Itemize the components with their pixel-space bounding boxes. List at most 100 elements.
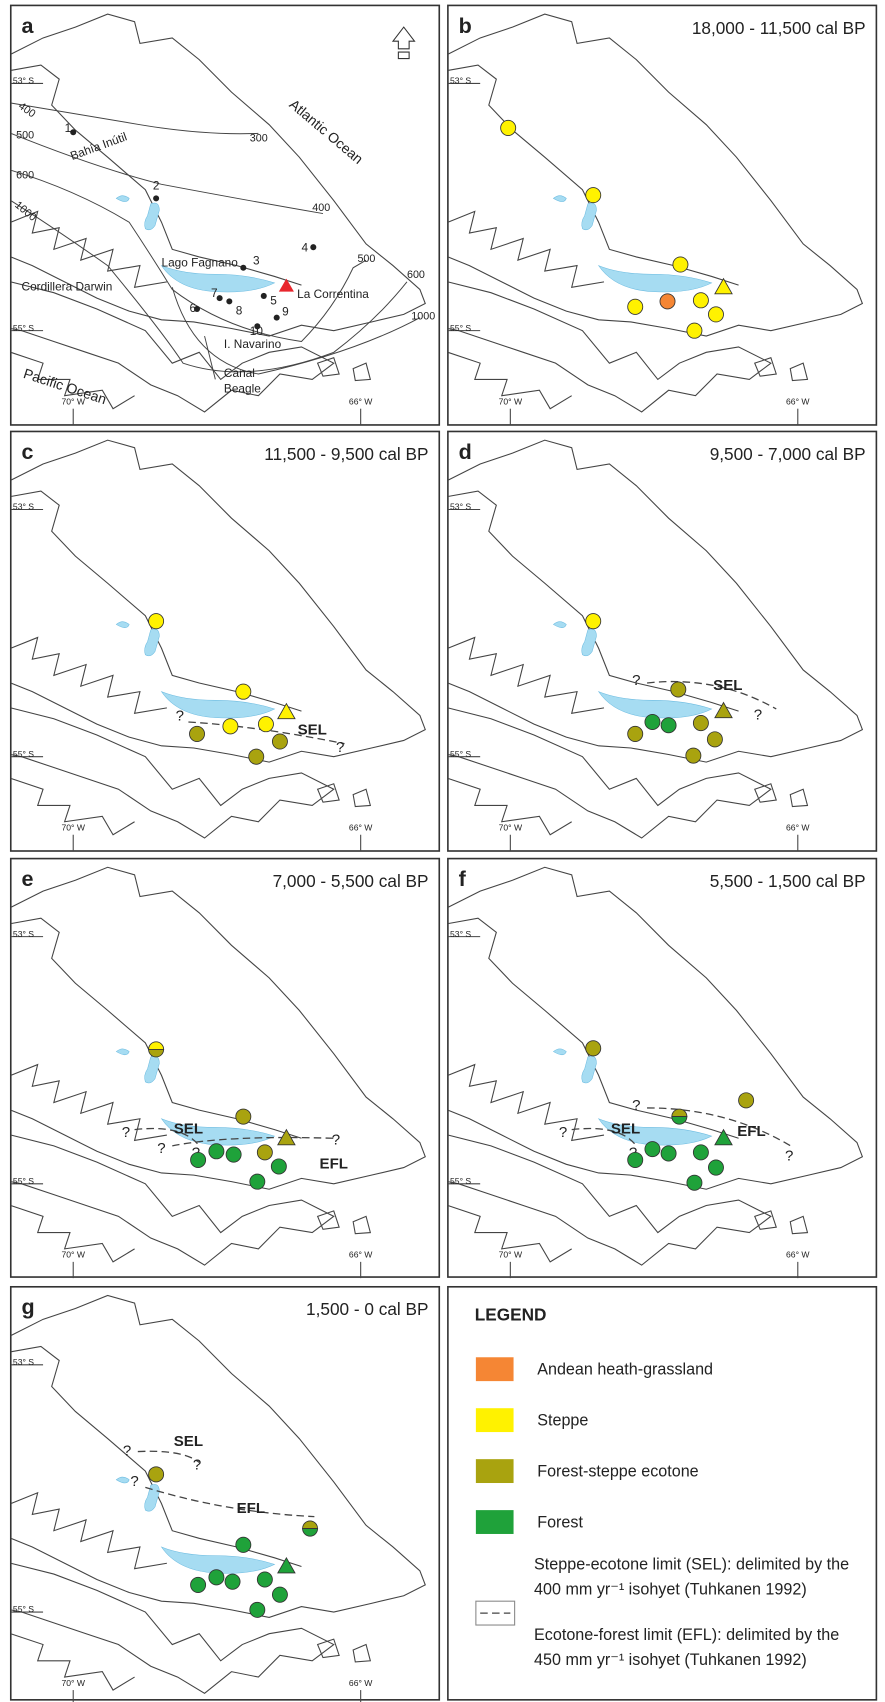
graticule-label: 70° W <box>61 822 85 832</box>
page: a53° S55° S70° W66° W12345678910Bahía In… <box>0 0 885 1702</box>
graticule-label: 55° S <box>13 323 34 333</box>
site-circle <box>628 726 643 741</box>
graticule-label: 53° S <box>450 76 471 86</box>
site-circle <box>628 299 643 314</box>
north-arrow <box>393 27 415 58</box>
site-circle <box>673 257 688 272</box>
map-label: Cordillera Darwin <box>22 279 113 293</box>
graticule-label: 53° S <box>13 929 34 939</box>
isohyet <box>172 287 420 374</box>
graticule-label: 53° S <box>450 502 471 512</box>
limit-annotation: ? <box>157 1140 165 1157</box>
graticule-label: 70° W <box>61 1250 85 1260</box>
graticule-label: 70° W <box>499 1250 523 1260</box>
coastline <box>11 867 426 1278</box>
limit-annotation: ? <box>559 1124 567 1141</box>
legend-limit-text: Steppe-ecotone limit (SEL): delimited by… <box>534 1552 868 1602</box>
map-label: 400 <box>312 202 330 214</box>
site-circle <box>271 1159 286 1174</box>
site-dot <box>226 298 232 304</box>
map-label: 10 <box>250 324 264 338</box>
panel-title: 5,500 - 1,500 cal BP <box>710 871 866 891</box>
map-label: 4 <box>301 240 308 254</box>
graticule-label: 55° S <box>450 749 471 759</box>
site-circle <box>693 1145 708 1160</box>
legend-limit: Ecotone-forest limit (EFL): delimited by… <box>534 1623 868 1688</box>
site-circle <box>687 323 702 338</box>
site-circle <box>708 1160 723 1175</box>
figure: a53° S55° S70° W66° W12345678910Bahía In… <box>0 0 885 1702</box>
site-triangle <box>278 704 295 719</box>
legend-label: Forest-steppe ecotone <box>537 1462 698 1480</box>
graticule-label: 66° W <box>786 822 810 832</box>
coastline <box>448 867 863 1278</box>
map-label: 2 <box>153 179 160 193</box>
site-circle <box>687 1175 702 1190</box>
site-circle <box>586 1041 601 1056</box>
site-circle <box>225 1574 240 1589</box>
graticule-label: 53° S <box>13 1357 34 1367</box>
site-half-bottom <box>303 1529 318 1537</box>
limit-annotation: ? <box>754 706 762 723</box>
limit-annotation: EFL <box>737 1123 765 1140</box>
site-circle <box>707 732 722 747</box>
graticule-label: 55° S <box>13 1604 34 1614</box>
graticule-label: 66° W <box>349 1250 373 1260</box>
graticule-label: 55° S <box>13 749 34 759</box>
map-label: 6 <box>189 301 196 315</box>
legend-title: LEGEND <box>475 1305 547 1325</box>
limit-annotation: ? <box>785 1148 793 1165</box>
site-circle <box>693 715 708 730</box>
site-circle <box>257 1145 272 1160</box>
site-circle <box>149 1467 164 1482</box>
graticule-label: 70° W <box>499 822 523 832</box>
site-circle <box>149 614 164 629</box>
site-half-top <box>149 1042 164 1050</box>
map-label: 8 <box>236 303 243 317</box>
graticule-label: 66° W <box>786 1250 810 1260</box>
map-label: 600 <box>16 169 34 181</box>
site-dot <box>153 195 159 201</box>
panel-letter: e <box>22 866 34 891</box>
legend-swatch <box>476 1510 514 1534</box>
legend-label: Andean heath-grassland <box>537 1361 713 1379</box>
map-label: 5 <box>270 293 277 307</box>
site-circle <box>645 1142 660 1157</box>
map-label: 7 <box>211 286 218 300</box>
limit-annotation: ? <box>336 739 344 756</box>
map-label: 1000 <box>411 310 435 322</box>
site-circle <box>236 1109 251 1124</box>
site-circle <box>586 188 601 203</box>
map-label: Bahía Inútil <box>68 129 128 163</box>
site-circle <box>693 293 708 308</box>
map-label: 600 <box>407 269 425 281</box>
panel-title: 11,500 - 9,500 cal BP <box>264 444 428 464</box>
site-circle <box>708 307 723 322</box>
limit-annotation: SEL <box>713 677 742 694</box>
site-circle <box>272 734 287 749</box>
panel-frame <box>11 431 440 851</box>
limit-annotation: ? <box>123 1443 131 1460</box>
map-label: 500 <box>16 129 34 141</box>
graticule-label: 66° W <box>349 396 373 406</box>
panel-frame <box>11 1287 440 1700</box>
site-circle <box>236 1537 251 1552</box>
site-triangle <box>715 279 732 294</box>
site-circle <box>661 1146 676 1161</box>
legend-label: Forest <box>537 1513 583 1531</box>
isohyet <box>11 103 259 134</box>
map-panel: c11,500 - 9,500 cal BP53° S55° S70° W66°… <box>11 431 440 851</box>
limit-annotation: ? <box>130 1473 138 1490</box>
legend-swatch <box>476 1357 514 1381</box>
site-circle <box>257 1572 272 1587</box>
panel-letter: c <box>22 439 34 464</box>
legend-swatch <box>476 1408 514 1432</box>
graticule-label: 70° W <box>499 396 523 406</box>
map-label: 3 <box>253 253 260 267</box>
site-circle <box>272 1587 287 1602</box>
legend-limit-text: Ecotone-forest limit (EFL): delimited by… <box>534 1623 868 1673</box>
map-panel: f5,500 - 1,500 cal BP53° S55° S70° W66° … <box>448 859 877 1279</box>
site-half-top <box>303 1521 318 1529</box>
site-circle <box>628 1152 643 1167</box>
